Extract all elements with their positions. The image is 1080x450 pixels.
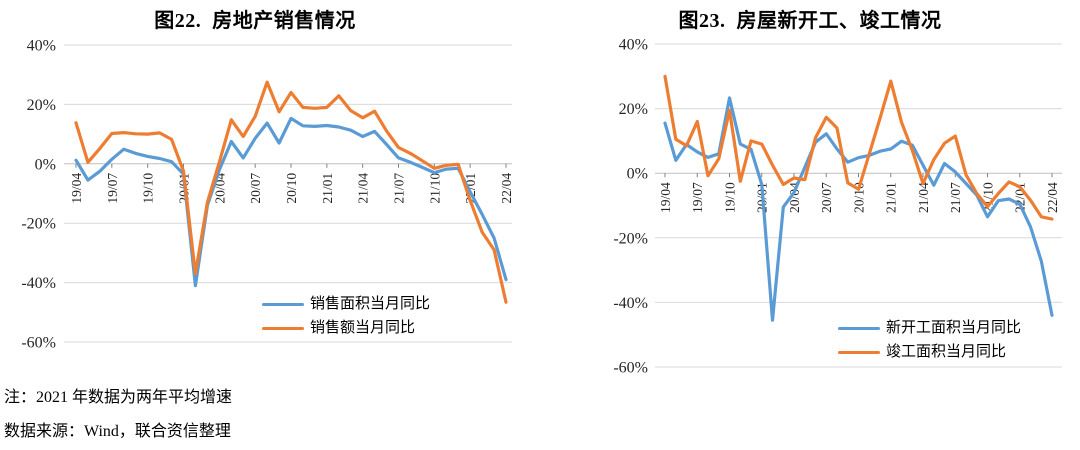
x-tick-label: 19/10 xyxy=(723,182,738,213)
y-tick-label: -40% xyxy=(613,295,648,312)
y-tick-label: 40% xyxy=(27,38,56,55)
x-tick-label: 22/04 xyxy=(1045,182,1060,213)
x-tick-label: 20/07 xyxy=(248,173,263,204)
legend-item: 竣工面积当月同比 xyxy=(838,342,1021,363)
x-tick-label: 21/07 xyxy=(392,173,407,204)
legend-label: 新开工面积当月同比 xyxy=(886,320,1022,336)
legend-label: 销售面积当月同比 xyxy=(310,296,431,312)
x-tick-label: 21/07 xyxy=(948,182,963,213)
x-tick-label: 19/10 xyxy=(141,173,156,204)
y-tick-label: 20% xyxy=(619,101,648,118)
x-tick-label: 21/04 xyxy=(916,182,931,213)
y-tick-label: -60% xyxy=(21,335,56,352)
y-tick-label: -60% xyxy=(613,360,648,377)
y-tick-label: 20% xyxy=(27,97,56,114)
legend-sales: 销售面积当月同比 销售额当月同比 xyxy=(262,294,430,339)
y-tick-label: 0% xyxy=(35,156,56,173)
x-tick-label: 19/04 xyxy=(69,173,84,204)
x-tick-label: 21/01 xyxy=(884,182,899,213)
legend-starts-completions: 新开工面积当月同比 竣工面积当月同比 xyxy=(838,318,1021,363)
y-tick-label: 0% xyxy=(627,166,648,183)
footnote-method: 注：2021 年数据为两年平均增速 xyxy=(4,389,233,406)
series-line-orange-starts-completions xyxy=(663,74,1054,221)
legend-line-swatch-orange xyxy=(838,350,880,355)
x-tick-label: 19/07 xyxy=(690,182,705,213)
series-line-blue-starts-completions xyxy=(663,96,1054,322)
x-tick-label: 19/04 xyxy=(658,182,673,213)
chart-title-starts-completions: 图23. 房屋新开工、竣工情况 xyxy=(678,10,942,32)
x-tick-label: 20/04 xyxy=(787,182,802,213)
x-tick-label: 22/01 xyxy=(463,173,478,204)
y-tick-label: 40% xyxy=(619,37,648,54)
footnote-source: 数据来源：Wind，联合资信整理 xyxy=(4,423,231,440)
legend-label: 竣工面积当月同比 xyxy=(886,344,1007,360)
x-tick-label: 20/10 xyxy=(284,173,299,204)
legend-line-swatch-blue xyxy=(838,326,880,331)
x-tick-label: 22/04 xyxy=(499,173,514,204)
chart-title-sales: 图22. 房地产销售情况 xyxy=(154,10,356,32)
legend-item: 销售面积当月同比 xyxy=(262,294,430,315)
y-tick-label: -20% xyxy=(613,230,648,247)
legend-line-swatch-blue xyxy=(262,302,304,307)
series-line-orange-sales xyxy=(74,80,508,304)
x-tick-label: 20/10 xyxy=(852,182,867,213)
y-tick-label: -40% xyxy=(21,275,56,292)
legend-line-swatch-orange xyxy=(262,326,304,331)
legend-item: 销售额当月同比 xyxy=(262,318,430,339)
y-tick-label: -20% xyxy=(21,216,56,233)
x-tick-label: 21/01 xyxy=(320,173,335,204)
x-tick-label: 21/04 xyxy=(356,173,371,204)
series-line-blue-sales xyxy=(74,116,508,288)
x-tick-label: 19/07 xyxy=(105,173,120,204)
x-tick-label: 20/07 xyxy=(819,182,834,213)
legend-label: 销售额当月同比 xyxy=(310,320,416,336)
x-tick-label: 21/10 xyxy=(427,173,442,204)
legend-item: 新开工面积当月同比 xyxy=(838,318,1021,339)
